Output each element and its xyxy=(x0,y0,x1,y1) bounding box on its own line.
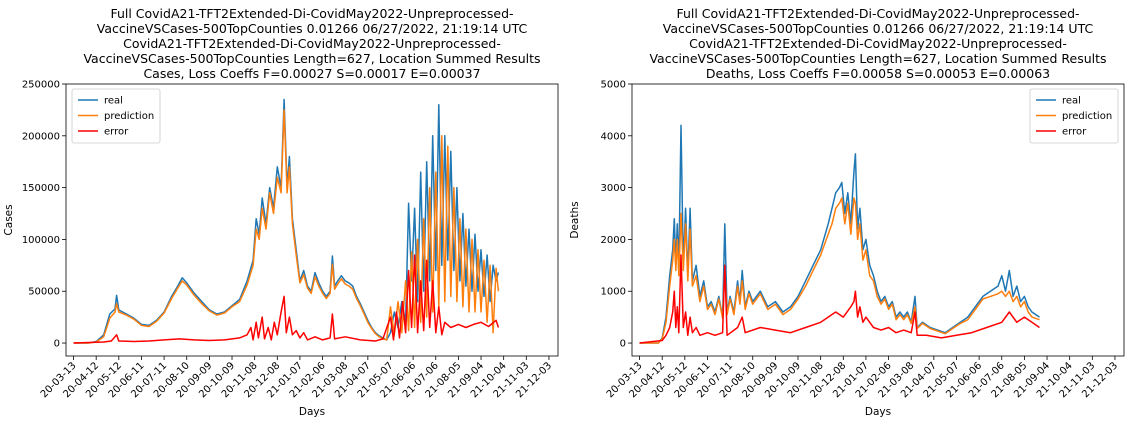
y-tick-label: 0 xyxy=(620,339,626,350)
legend-label-real: real xyxy=(1062,96,1081,107)
deaths-chart: Full CovidA21-TFT2Extended-Di-CovidMay20… xyxy=(569,6,1125,418)
legend-label-error: error xyxy=(1062,127,1087,138)
chart-title-line: CovidA21-TFT2Extended-Di-CovidMay2022-Un… xyxy=(123,36,501,51)
chart-title-line: Full CovidA21-TFT2Extended-Di-CovidMay20… xyxy=(110,6,513,21)
series-line-error xyxy=(73,254,500,344)
legend-label-prediction: prediction xyxy=(104,111,154,122)
chart-title-line: VaccineVSCases-500TopCounties 0.01266 06… xyxy=(97,21,528,36)
chart-title-line: VaccineVSCases-500TopCounties 0.01266 06… xyxy=(663,21,1094,36)
y-axis-label: Deaths xyxy=(569,201,581,238)
legend: real prediction error xyxy=(71,88,161,144)
legend-label-prediction: prediction xyxy=(1062,111,1112,122)
y-axis-label: Cases xyxy=(3,204,15,235)
chart-title-line: CovidA21-TFT2Extended-Di-CovidMay2022-Un… xyxy=(689,36,1067,51)
y-tick-label: 1000 xyxy=(601,287,626,298)
axes-frame xyxy=(631,83,1125,357)
y-tick-label: 0 xyxy=(54,339,60,350)
y-tick-label: 3000 xyxy=(601,183,626,194)
legend-label-error: error xyxy=(104,127,129,138)
cases-chart: Full CovidA21-TFT2Extended-Di-CovidMay20… xyxy=(3,6,559,418)
x-axis-label: Days xyxy=(299,406,325,418)
y-tick-label: 150000 xyxy=(22,183,60,194)
series-line-real xyxy=(639,124,1040,344)
y-tick-label: 2000 xyxy=(601,235,626,246)
chart-title-line: VaccineVSCases-500TopCounties Length=627… xyxy=(649,51,1106,66)
plot-area xyxy=(639,124,1040,344)
legend: real prediction error xyxy=(1029,88,1119,144)
series-line-prediction xyxy=(73,109,500,344)
legend-box xyxy=(1029,88,1119,144)
y-tick-label: 5000 xyxy=(601,80,626,91)
legend-box xyxy=(71,88,161,144)
y-tick-label: 4000 xyxy=(601,131,626,142)
legend-label-real: real xyxy=(104,96,123,107)
y-tick-label: 250000 xyxy=(22,80,60,91)
y-tick-label: 200000 xyxy=(22,131,60,142)
y-tick-label: 100000 xyxy=(22,235,60,246)
chart-title-line: Deaths, Loss Coeffs F=0.00058 S=0.00053 … xyxy=(706,66,1050,81)
chart-title-line: Full CovidA21-TFT2Extended-Di-CovidMay20… xyxy=(676,6,1079,21)
series-line-error xyxy=(639,254,1040,344)
series-line-prediction xyxy=(639,197,1040,344)
chart-title-line: Cases, Loss Coeffs F=0.00027 S=0.00017 E… xyxy=(143,66,480,81)
x-axis-label: Days xyxy=(865,406,891,418)
y-tick-label: 50000 xyxy=(28,287,60,298)
axes-frame xyxy=(65,83,559,357)
plot-area xyxy=(73,98,500,344)
chart-title-line: VaccineVSCases-500TopCounties Length=627… xyxy=(83,51,540,66)
